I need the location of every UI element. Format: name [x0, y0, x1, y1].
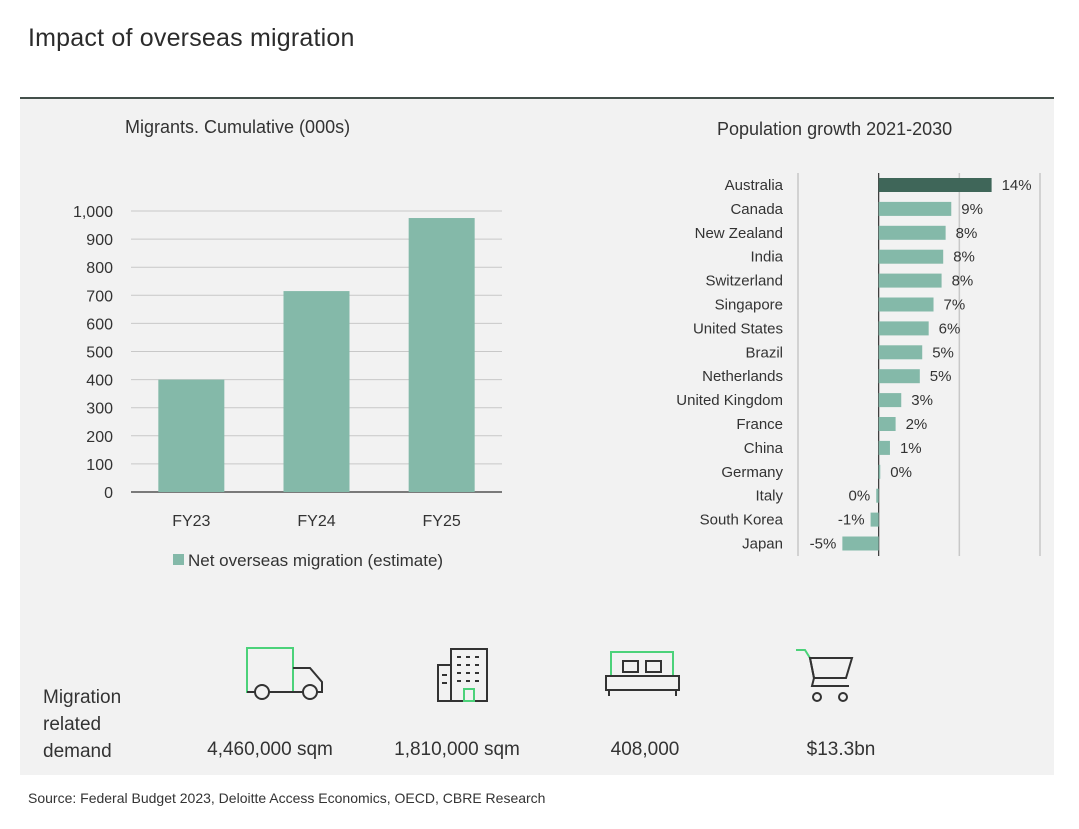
data-label: 1% [900, 440, 922, 457]
category-label: Australia [725, 177, 784, 194]
category-label: Germany [721, 464, 783, 481]
category-label: Singapore [715, 297, 783, 314]
y-tick-label: 500 [86, 345, 113, 362]
data-label: 8% [953, 249, 975, 266]
bar [878, 345, 923, 360]
bar [878, 464, 881, 479]
category-label: France [736, 416, 783, 433]
bar [878, 249, 944, 264]
category-label: New Zealand [695, 225, 783, 242]
dwellings-demand-value: 408,000 [610, 739, 680, 760]
y-tick-label: 800 [86, 260, 113, 277]
bar [408, 218, 475, 492]
y-tick-label: 0 [104, 485, 113, 502]
x-tick-label: FY25 [423, 513, 461, 530]
building-icon [437, 648, 488, 702]
category-label: Canada [730, 201, 783, 218]
legend-swatch [173, 554, 184, 565]
bar [878, 201, 952, 216]
data-label: 0% [849, 488, 871, 505]
legend-label: Net overseas migration (estimate) [188, 551, 443, 570]
bar [283, 291, 350, 492]
data-label: 7% [944, 297, 966, 314]
y-tick-label: 700 [86, 288, 113, 305]
category-label: Italy [755, 488, 783, 505]
truck-icon [246, 647, 323, 700]
retail-demand-value: $13.3bn [806, 739, 876, 760]
y-tick-label: 1,000 [73, 204, 113, 221]
bar [842, 536, 879, 551]
shopping-cart-icon [796, 649, 854, 702]
category-label: Netherlands [702, 368, 783, 385]
category-label: South Korea [700, 512, 784, 529]
bar [878, 369, 920, 384]
data-label: 5% [930, 368, 952, 385]
demand-label-line: Migration [43, 687, 122, 708]
bar [878, 273, 942, 288]
category-label: United States [693, 320, 783, 337]
residential-demand-value: 1,810,000 sqm [394, 739, 520, 760]
data-label: 8% [956, 225, 978, 242]
bar [878, 225, 946, 240]
population-chart-title: Population growth 2021-2030 [717, 119, 953, 139]
bar [870, 512, 879, 527]
category-label: Brazil [745, 344, 783, 361]
y-tick-label: 300 [86, 401, 113, 418]
page-title: Impact of overseas migration [28, 24, 355, 52]
data-label: 0% [890, 464, 912, 481]
category-label: India [750, 249, 783, 266]
demand-label-line: demand [43, 741, 112, 762]
category-label: Switzerland [705, 273, 783, 290]
bed-icon [605, 651, 680, 696]
bar [878, 417, 896, 431]
category-label: Japan [742, 536, 783, 553]
y-tick-label: 900 [86, 232, 113, 249]
bar [158, 379, 225, 492]
data-label: 2% [906, 416, 928, 433]
demand-label: Migration related demand [43, 684, 121, 765]
x-tick-label: FY24 [297, 513, 335, 530]
source-note: Source: Federal Budget 2023, Deloitte Ac… [28, 790, 546, 806]
y-tick-label: 100 [86, 457, 113, 474]
warehouse-demand-value: 4,460,000 sqm [207, 739, 333, 760]
data-label: 8% [952, 273, 974, 290]
title-divider [20, 97, 1054, 99]
bar [878, 440, 890, 455]
bar [878, 393, 902, 408]
data-label: 9% [961, 201, 983, 218]
data-label: 3% [911, 392, 933, 409]
category-label: China [744, 440, 784, 457]
category-label: United Kingdom [676, 392, 783, 409]
x-tick-label: FY23 [172, 513, 210, 530]
demand-label-line: related [43, 714, 102, 735]
bar [878, 297, 934, 312]
y-tick-label: 200 [86, 429, 113, 446]
migrants-chart-title: Migrants. Cumulative (000s) [125, 117, 351, 137]
bar [876, 488, 879, 503]
bar [878, 178, 992, 192]
bar [878, 321, 929, 336]
y-tick-label: 600 [86, 316, 113, 333]
y-tick-label: 400 [86, 373, 113, 390]
data-label: 5% [932, 344, 954, 361]
data-label: 14% [1002, 177, 1032, 194]
data-label: -1% [838, 512, 865, 529]
data-label: 6% [939, 320, 961, 337]
data-label: -5% [810, 536, 837, 553]
